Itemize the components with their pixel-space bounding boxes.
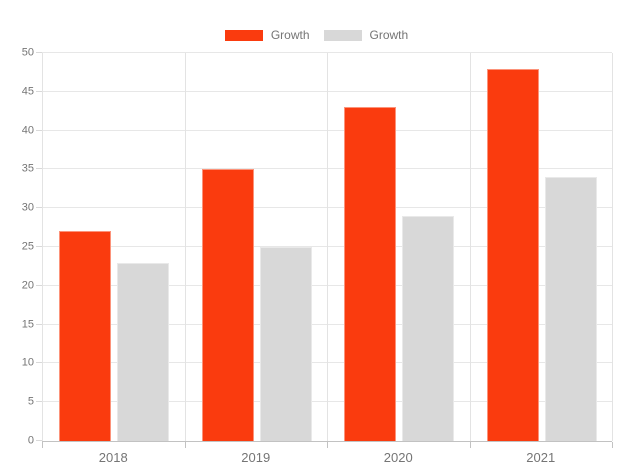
bar-group-2018 <box>42 53 185 441</box>
x-axis-tick-mark <box>327 442 328 448</box>
legend-swatch <box>224 29 263 41</box>
y-axis-labels: 0 5 10 15 20 25 30 35 40 45 50 <box>0 47 42 446</box>
bar-series0-2018[interactable] <box>59 231 112 441</box>
gridline-v <box>184 53 186 441</box>
bar-series0-2020[interactable] <box>344 107 397 441</box>
y-axis-tick-label: 30 <box>21 201 34 214</box>
y-axis-tick-label: 50 <box>21 46 34 59</box>
x-axis-label-2019: 2019 <box>241 450 271 465</box>
y-axis-tick-label: 5 <box>27 395 34 408</box>
chart-legend: Growth Growth <box>0 28 633 42</box>
y-axis-tick-mark <box>36 168 42 170</box>
y-axis-tick-label: 10 <box>21 356 34 369</box>
y-axis-tick-mark <box>36 52 42 53</box>
x-axis-label-2020: 2020 <box>383 450 413 465</box>
x-axis-category-labels: 2018 2019 2020 2021 <box>42 450 612 468</box>
x-axis-label-2018: 2018 <box>98 450 128 465</box>
bar-group-2019 <box>185 53 328 441</box>
gridline-v <box>612 53 613 441</box>
bar-series1-2020[interactable] <box>402 215 455 441</box>
bar-series1-2019[interactable] <box>259 247 312 441</box>
bar-series0-2019[interactable] <box>201 169 254 441</box>
y-axis-tick-mark <box>36 362 42 364</box>
y-axis-tick-label: 20 <box>21 279 34 292</box>
bar-group-2020 <box>327 53 470 441</box>
bar-series0-2021[interactable] <box>486 68 539 441</box>
bar-group-2021 <box>470 53 613 441</box>
gridline-v <box>327 53 328 441</box>
y-axis-tick-mark <box>36 323 42 325</box>
bar-groups <box>42 53 612 441</box>
y-axis-tick-label: 25 <box>21 240 34 253</box>
y-axis-tick-mark <box>36 284 42 286</box>
x-axis-tick-mark <box>42 442 43 448</box>
y-axis-tick-label: 40 <box>21 124 34 137</box>
y-axis-tick-mark <box>36 207 42 209</box>
y-axis-tick-label: 45 <box>21 85 34 98</box>
legend-item[interactable]: Growth <box>323 28 409 42</box>
x-axis-label-2021: 2021 <box>526 450 556 465</box>
y-axis-tick-mark <box>36 129 42 131</box>
plot-area <box>42 52 613 442</box>
y-axis-tick-mark <box>36 401 42 403</box>
x-axis-line <box>42 441 612 442</box>
x-axis-tick-mark <box>612 442 613 448</box>
legend-swatch <box>323 29 362 41</box>
gridline-v <box>469 53 471 441</box>
x-axis-tick-mark <box>469 442 471 448</box>
legend-label: Growth <box>270 28 310 42</box>
legend-label: Growth <box>369 28 409 42</box>
y-axis-tick-mark <box>36 90 42 92</box>
y-axis-tick-label: 0 <box>27 434 34 447</box>
x-axis-tick-mark <box>184 442 186 448</box>
y-axis-tick-mark <box>36 246 42 247</box>
gridline-v <box>42 53 43 441</box>
bar-series1-2018[interactable] <box>117 262 170 441</box>
bar-series1-2021[interactable] <box>544 177 597 441</box>
y-axis-tick-label: 35 <box>21 162 34 175</box>
legend-item[interactable]: Growth <box>224 28 310 42</box>
gridline-h <box>42 52 612 53</box>
x-axis-ticks <box>42 442 613 448</box>
y-axis-tick-label: 15 <box>21 318 34 331</box>
y-axis-tick-mark <box>36 440 42 441</box>
